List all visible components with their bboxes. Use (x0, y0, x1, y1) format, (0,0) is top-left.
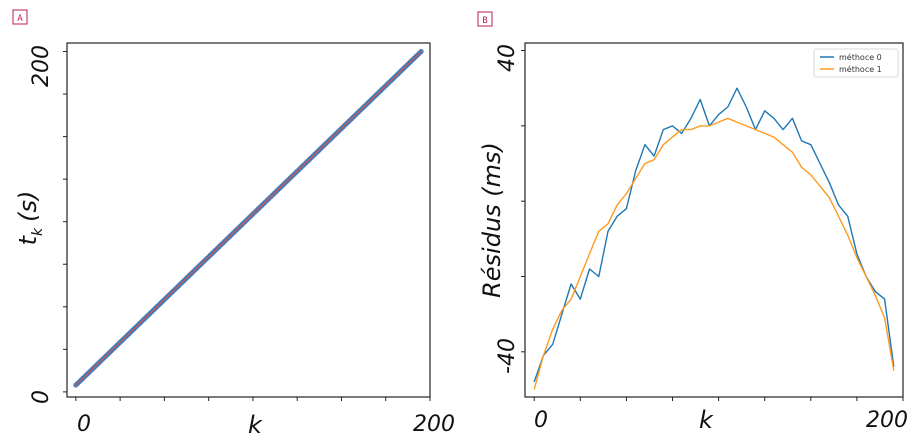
plot-b-xtick-0: 0 (534, 408, 548, 433)
legend: méthoce 0 méthoce 1 (813, 48, 899, 78)
plot-b-ylabel: Résidus (ms) (478, 142, 506, 298)
plot-b-ytick-neg40: -40 (495, 338, 520, 374)
panel-a-badge: A (12, 9, 28, 25)
plot-a-frame (66, 42, 431, 398)
svg-text:A: A (17, 14, 23, 24)
plot-a-ytick-200: 200 (29, 45, 54, 87)
series-line-0 (533, 87, 895, 383)
plot-a-ticks (63, 51, 431, 401)
plot-a-fit-line (75, 51, 422, 386)
plot-a-series (73, 48, 424, 388)
plot-a-ylabel: tk(s) (14, 191, 46, 246)
plot-b-xtick-200: 200 (866, 408, 908, 433)
plot-a-ytick-0: 0 (29, 390, 54, 404)
svg-text:B: B (482, 16, 487, 26)
panel-b: B méthoce 0 méthoce 1 40 -40 0 200 k Rés… (477, 11, 908, 434)
panel-b-badge: B (477, 11, 493, 27)
plot-b-series (533, 87, 895, 390)
plot-a-xlabel: k (248, 411, 263, 435)
panel-a: A 200 0 0 200 k tk(s) (12, 9, 455, 435)
legend-label-1: méthoce 1 (839, 64, 882, 74)
plot-b-frame (524, 42, 904, 398)
series-line-1 (533, 117, 895, 390)
plot-b-ticks (521, 50, 904, 401)
plot-a-xtick-0: 0 (77, 412, 91, 435)
plot-b-xlabel: k (699, 406, 714, 434)
plot-b-ytick-40: 40 (495, 44, 520, 72)
legend-label-0: méthoce 0 (839, 52, 882, 62)
plot-a-xtick-200: 200 (413, 412, 455, 435)
svg-text:tk(s): tk(s) (14, 191, 46, 246)
